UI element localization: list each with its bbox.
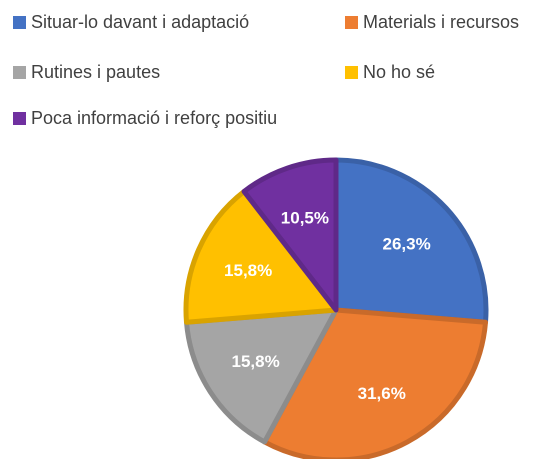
pie-slice: [262, 307, 488, 459]
pie-slice: [184, 307, 339, 445]
legend-swatch: [13, 16, 26, 29]
data-label: 15,8%: [231, 352, 279, 371]
data-label: 15,8%: [224, 261, 272, 280]
legend-label: Rutines i pautes: [31, 62, 160, 82]
data-label: 26,3%: [382, 234, 430, 253]
legend-label: Poca informació i reforç positiu: [31, 108, 277, 128]
legend-swatch: [345, 66, 358, 79]
pie-slice: [333, 157, 489, 325]
legend-label: Situar-lo davant i adaptació: [31, 12, 249, 32]
legend-label: Materials i recursos: [363, 12, 519, 32]
legend-swatch: [13, 112, 26, 125]
pie-slice: [183, 188, 339, 325]
legend-swatch: [345, 16, 358, 29]
legend-label: No ho sé: [363, 62, 435, 82]
data-label: 10,5%: [281, 209, 329, 228]
data-label: 31,6%: [358, 384, 406, 403]
legend-swatch: [13, 66, 26, 79]
pie-slice: [241, 157, 339, 313]
